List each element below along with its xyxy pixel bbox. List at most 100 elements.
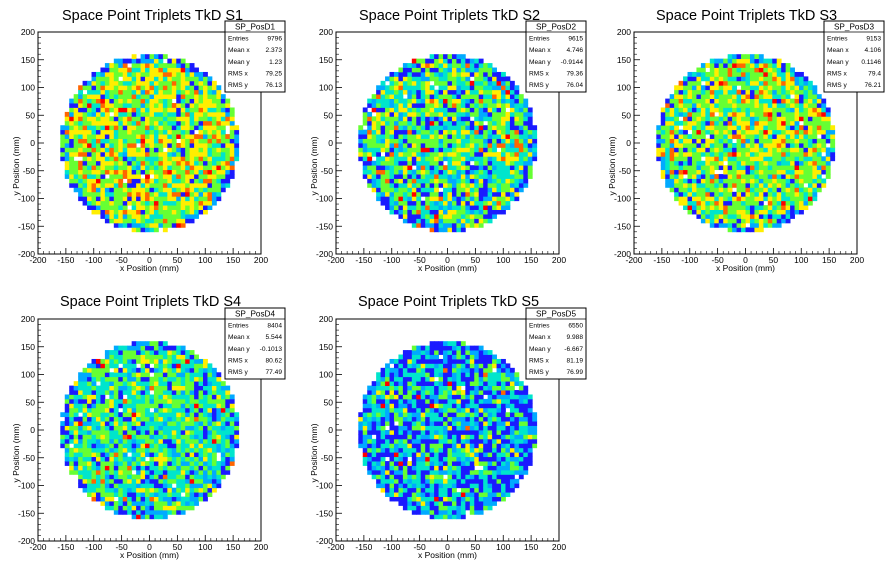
bin [763, 85, 769, 91]
bin [456, 200, 462, 206]
bin [118, 505, 124, 511]
bin [420, 76, 426, 82]
bin [714, 178, 720, 184]
bin [69, 98, 75, 104]
bin [145, 474, 150, 480]
bin [64, 134, 70, 139]
bin [104, 385, 110, 391]
bin [474, 120, 480, 126]
bin [469, 209, 475, 215]
bin [758, 116, 764, 122]
bin [487, 76, 493, 82]
bin [438, 134, 444, 139]
bin [772, 151, 778, 157]
bin [171, 425, 177, 431]
bin [492, 111, 497, 117]
bin [407, 147, 413, 153]
bin [100, 412, 106, 418]
bin [95, 430, 101, 435]
bin [189, 196, 195, 202]
bin [131, 134, 137, 139]
bin [203, 205, 208, 210]
bin [69, 461, 75, 466]
bin [501, 156, 506, 162]
bin [518, 147, 524, 153]
bin [145, 407, 150, 413]
bin [176, 465, 182, 471]
bin [799, 182, 804, 188]
bin [723, 156, 729, 162]
bin [78, 143, 83, 148]
bin [434, 214, 439, 219]
bin [398, 103, 404, 108]
bin [122, 434, 128, 440]
bin [122, 403, 128, 409]
bin [794, 156, 800, 162]
bin [420, 222, 426, 228]
bin [82, 461, 88, 466]
bin [180, 222, 186, 228]
bin [127, 492, 133, 497]
bin [136, 67, 141, 73]
bin [122, 509, 128, 515]
bin [794, 200, 800, 206]
bin [60, 438, 66, 444]
bin [362, 120, 368, 126]
bin [176, 191, 182, 197]
bin [104, 169, 110, 175]
bin [87, 430, 92, 435]
bin [456, 205, 462, 210]
bin [176, 174, 182, 179]
bin [109, 120, 115, 126]
bin [176, 381, 182, 386]
bin [104, 63, 110, 68]
bin [171, 492, 177, 497]
bin [438, 94, 444, 99]
bin [207, 80, 213, 86]
bin [807, 143, 813, 148]
bin [171, 372, 177, 378]
bin [523, 156, 529, 162]
bin [478, 71, 484, 77]
bin [487, 214, 493, 219]
bin [158, 76, 164, 82]
bin [727, 67, 733, 73]
bin [153, 178, 159, 184]
bin [807, 103, 813, 108]
bin [153, 160, 159, 166]
bin [113, 174, 119, 179]
bin [416, 165, 422, 171]
bin [371, 147, 377, 153]
bin [398, 116, 404, 122]
bin [389, 200, 395, 206]
bin [429, 178, 435, 184]
bin [109, 456, 115, 462]
bin [180, 483, 186, 489]
bin [745, 174, 751, 179]
bin [460, 120, 466, 126]
bin [767, 98, 773, 104]
bin [696, 134, 702, 139]
bin [167, 165, 173, 171]
bin [162, 143, 168, 148]
bin [393, 178, 399, 184]
bin [118, 129, 124, 135]
bin [162, 421, 168, 426]
bin [73, 129, 79, 135]
bin [794, 205, 800, 210]
bin [122, 103, 128, 108]
bin [674, 160, 679, 166]
bin [149, 71, 155, 77]
bin [185, 218, 191, 224]
bin [514, 129, 520, 135]
bin [772, 205, 778, 210]
bin [176, 151, 182, 157]
bin [185, 107, 191, 113]
bin [687, 200, 693, 206]
bin [180, 71, 186, 77]
bin [727, 116, 733, 122]
bin [790, 125, 795, 131]
bin [718, 134, 724, 139]
bin [131, 501, 137, 506]
bin [136, 443, 141, 449]
